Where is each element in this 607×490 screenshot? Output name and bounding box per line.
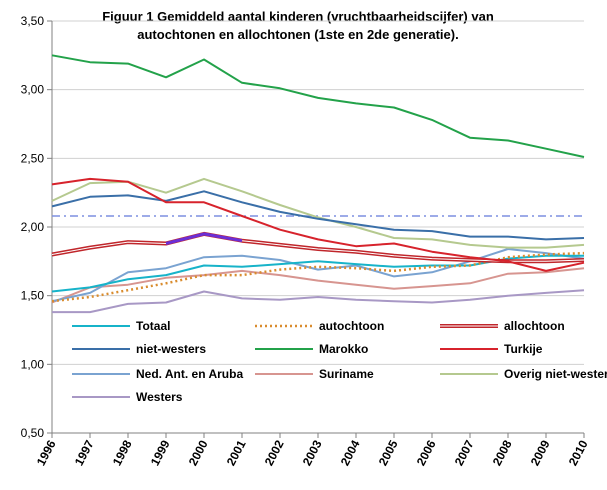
legend-label-marokko: Marokko (319, 342, 368, 356)
x-tick-label: 2007 (452, 438, 477, 468)
y-tick-label: 3,50 (21, 14, 45, 28)
y-tick-label: 1,50 (21, 289, 45, 303)
series-lines (51, 54, 585, 314)
y-tick-label: 2,50 (21, 151, 45, 165)
y-tick-label: 2,00 (21, 220, 45, 234)
axes (47, 20, 585, 438)
x-tick-label: 2000 (186, 438, 211, 468)
series-line-marokko (51, 54, 585, 158)
y-tick-label: 0,50 (21, 426, 45, 440)
legend-label-niet-westers: niet-westers (136, 342, 206, 356)
x-tick-label: 1998 (110, 438, 135, 468)
x-tick-labels: 1996 1997 1998 1999 2000 2001 2002 2003 2004 2005… (34, 438, 591, 468)
legend: Totaal autochtoon allochtoon niet-westers Ma… (72, 319, 607, 404)
legend-label-totaal: Totaal (136, 319, 170, 333)
series-line-niet-westers (51, 190, 585, 241)
series-line-ned-ant-en-aruba (51, 248, 585, 303)
x-tick-label: 2009 (528, 438, 553, 468)
chart-title: Figuur 1 Gemiddeld aantal kinderen (vruc… (78, 8, 518, 44)
x-tick-label: 2008 (490, 438, 515, 468)
legend-label-overig-niet-westers: Overig niet-westers (504, 367, 607, 381)
x-tick-label: 1997 (72, 438, 97, 468)
legend-label-westers: Westers (136, 390, 183, 404)
series-line-suriname (51, 267, 585, 304)
series-line-overig-niet-westers (51, 177, 585, 249)
legend-label-allochtoon: allochtoon (504, 319, 565, 333)
series-line-westers (52, 289, 585, 314)
x-tick-label: 2010 (566, 438, 591, 468)
x-tick-label: 2001 (224, 438, 249, 468)
x-tick-label: 2005 (376, 438, 401, 468)
legend-label-ned-ant-en-aruba: Ned. Ant. en Aruba (136, 367, 243, 381)
x-tick-label: 1999 (148, 438, 173, 468)
x-tick-label: 2003 (300, 438, 325, 468)
legend-label-turkije: Turkije (504, 342, 543, 356)
chart-title-line-1: Figuur 1 Gemiddeld aantal kinderen (vruc… (102, 9, 494, 24)
legend-label-suriname: Suriname (319, 367, 374, 381)
series-highlight-allochtoon (165, 232, 243, 245)
x-tick-label: 1996 (34, 438, 59, 468)
y-tick-label: 1,00 (21, 357, 45, 371)
x-tick-label: 2006 (414, 438, 439, 468)
y-tick-label: 3,00 (21, 83, 45, 97)
x-tick-label: 2004 (338, 438, 363, 468)
x-tick-label: 2002 (262, 438, 287, 468)
y-tick-labels: 0,50 1,00 1,50 2,00 2,50 3,00 3,50 (21, 14, 45, 440)
series-line-turkije (51, 177, 585, 272)
chart-title-line-2: autochtonen en allochtonen (1ste en 2de … (137, 27, 459, 42)
legend-label-autochtoon: autochtoon (319, 319, 384, 333)
